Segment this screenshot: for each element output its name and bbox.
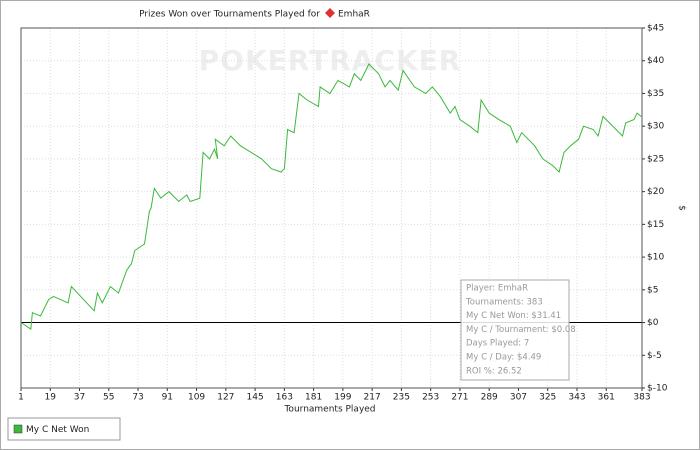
x-tick-label: 383 <box>633 393 650 403</box>
plot-border <box>20 27 643 389</box>
x-tick-label: 163 <box>276 393 293 403</box>
x-tick-label: 91 <box>162 393 173 403</box>
x-tick-label: 127 <box>217 393 234 403</box>
tooltip-box <box>460 279 570 381</box>
chart-title: Prizes Won over Tournaments Played for <box>139 10 320 20</box>
y-tick-label: $-10 <box>647 384 668 394</box>
x-tick-label: 343 <box>568 393 585 403</box>
legend <box>7 417 121 441</box>
y-axis-title: $ <box>677 205 687 211</box>
chart-title-player: EmhaR <box>338 10 370 20</box>
plot: $-10 $-5 $0 $5 $10 $15 $20 $25 $30 $35 $40 $45 1 19 37… <box>18 24 668 403</box>
watermark: POKERTRACKER <box>199 44 462 77</box>
x-tick-label: 145 <box>247 393 264 403</box>
y-tick-label: $5 <box>647 285 658 295</box>
tooltip-line: Tournaments: 383 <box>465 297 543 307</box>
y-tick-label: $20 <box>647 187 664 197</box>
x-tick-label: 361 <box>598 393 615 403</box>
x-tick-label: 55 <box>103 393 114 403</box>
tooltip-line: Days Played: 7 <box>466 339 529 349</box>
legend-label: My C Net Won <box>26 425 89 435</box>
tooltip-line: ROI %: 26.52 <box>466 366 522 376</box>
x-tick-label: 235 <box>393 393 410 403</box>
y-tick-label: $10 <box>647 253 664 263</box>
x-tick-label: 73 <box>132 393 143 403</box>
x-tick-label: 37 <box>74 393 85 403</box>
tooltip-line: My C / Day: $4.49 <box>466 353 541 363</box>
tooltip-line: My C Net Won: $31.41 <box>466 311 561 321</box>
x-tick-label: 307 <box>510 393 527 403</box>
x-tick-label: 253 <box>422 393 439 403</box>
tooltip-line: Player: EmhaR <box>466 284 528 294</box>
x-tick-label: 325 <box>539 393 556 403</box>
y-tick-label: $-5 <box>647 351 662 361</box>
y-tick-label: $40 <box>647 56 664 66</box>
x-tick-label: 217 <box>364 393 381 403</box>
x-tick-label: 1 <box>18 393 24 403</box>
tooltip-line: My C / Tournament: $0.08 <box>466 325 576 335</box>
y-tick-label: $35 <box>647 89 664 99</box>
x-tick-label: 271 <box>451 393 468 403</box>
y-tick-label: $25 <box>647 154 664 164</box>
y-tick-label: $15 <box>647 220 664 230</box>
series-line <box>20 63 643 330</box>
player-icon <box>325 8 335 18</box>
y-tick-label: $30 <box>647 122 664 132</box>
x-tick-label: 19 <box>45 393 57 403</box>
x-tick-label: 181 <box>305 393 322 403</box>
tooltip: Player: EmhaR Tournaments: 383 My C Net Wo… <box>460 279 576 381</box>
y-tick-label: $0 <box>647 318 659 328</box>
x-tick-label: 289 <box>481 393 498 403</box>
y-tick-label: $45 <box>647 24 664 34</box>
x-tick-label: 199 <box>334 393 351 403</box>
x-axis-title: Tournaments Played <box>283 405 375 415</box>
x-tick-label: 109 <box>188 393 205 403</box>
legend-swatch <box>13 424 23 434</box>
